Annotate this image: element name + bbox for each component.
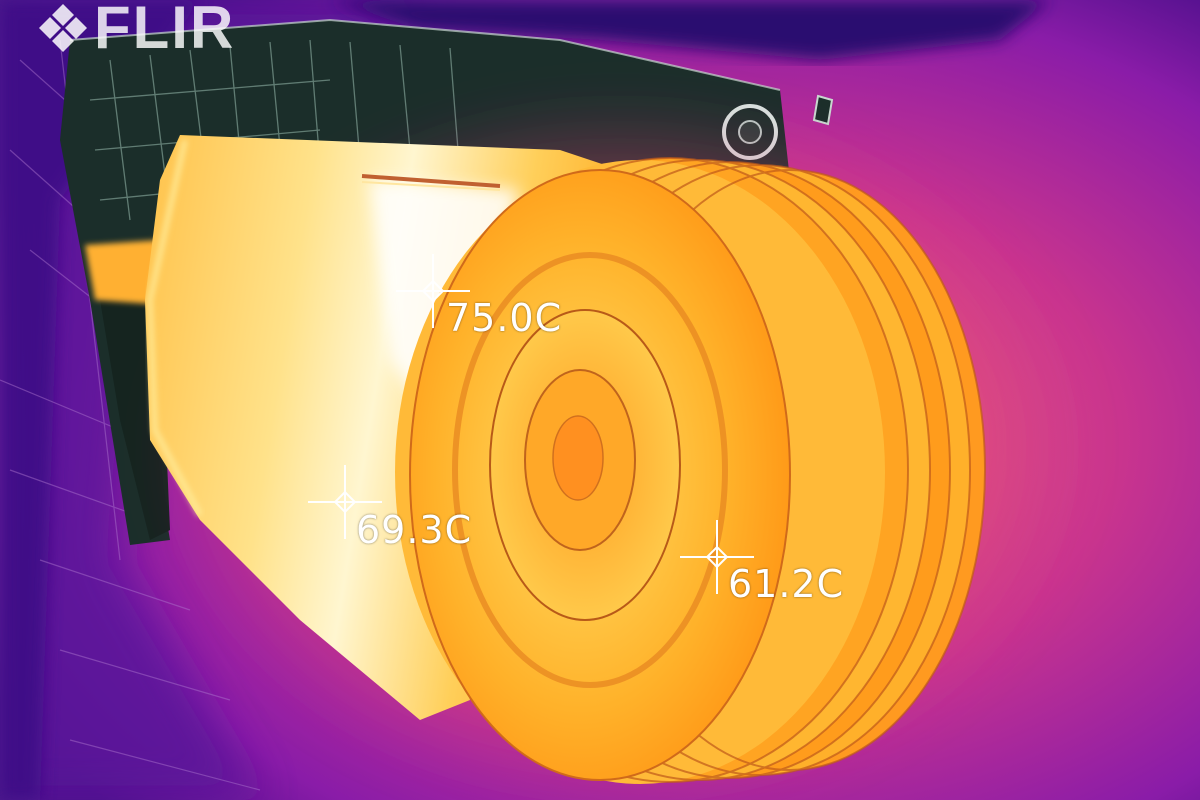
spot-temp-3: 61.2C	[728, 562, 845, 606]
flir-logo: FLIR	[38, 0, 236, 61]
flir-logo-text: FLIR	[94, 0, 236, 61]
crosshair-2	[308, 465, 382, 539]
crosshair-3	[680, 520, 754, 594]
flir-logo-icon	[39, 4, 87, 52]
crosshair-1	[396, 254, 470, 328]
spot-temp-2: 69.3C	[356, 508, 473, 552]
spot-temp-1: 75.0C	[446, 296, 563, 340]
